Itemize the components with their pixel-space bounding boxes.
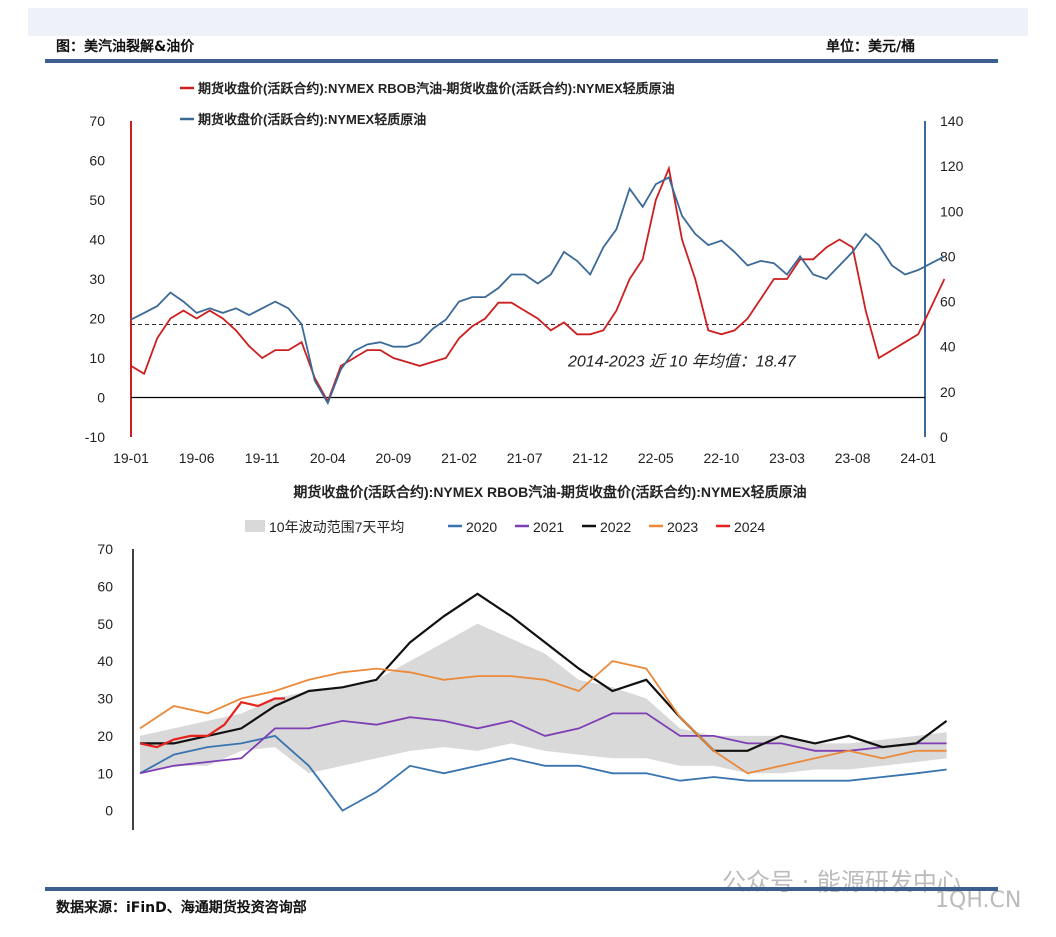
x-tick-label: 19-06 bbox=[179, 450, 215, 466]
y-tick-label: 10 bbox=[97, 765, 113, 781]
right-tick-label: 60 bbox=[940, 294, 956, 310]
x-tick-label: 19-11 bbox=[245, 450, 280, 466]
left-tick-label: 50 bbox=[89, 192, 105, 208]
x-tick-label: 21-07 bbox=[507, 450, 543, 466]
x-tick-label: 23-08 bbox=[835, 450, 871, 466]
y-tick-label: 50 bbox=[97, 616, 113, 632]
bottom-rule bbox=[45, 887, 998, 891]
figure-title: 图：美汽油裂解&油价 bbox=[56, 39, 195, 55]
x-tick-label: 22-10 bbox=[703, 450, 739, 466]
left-tick-label: 60 bbox=[89, 153, 105, 169]
series-wti-line bbox=[130, 176, 945, 406]
legend-label-2024: 2024 bbox=[734, 519, 765, 535]
x-tick-label: 21-12 bbox=[572, 450, 608, 466]
watermark: 公众号 · 能源研发中心 bbox=[722, 868, 961, 896]
series-2022-line bbox=[140, 592, 948, 752]
legend-swatch-band bbox=[245, 520, 265, 532]
y-tick-label: 40 bbox=[97, 653, 113, 669]
x-tick-label: 24-01 bbox=[900, 450, 936, 466]
chart-1: 期货收盘价(活跃合约):NYMEX RBOB汽油-期货收盘价(活跃合约):NYM… bbox=[85, 81, 964, 466]
legend-label-band: 10年波动范围7天平均 bbox=[269, 519, 404, 535]
x-tick-label: 23-03 bbox=[769, 450, 805, 466]
right-tick-label: 0 bbox=[940, 429, 948, 445]
y-tick-label: 70 bbox=[97, 541, 113, 557]
left-tick-label: 10 bbox=[89, 350, 105, 366]
series-2024-line bbox=[139, 697, 286, 749]
legend-label-2023: 2023 bbox=[667, 519, 698, 535]
right-tick-label: 20 bbox=[940, 384, 956, 400]
right-tick-label: 120 bbox=[940, 158, 964, 174]
x-tick-label: 22-05 bbox=[638, 450, 674, 466]
series-crack-line bbox=[130, 165, 946, 404]
legend-label-crack: 期货收盘价(活跃合约):NYMEX RBOB汽油-期货收盘价(活跃合约):NYM… bbox=[198, 81, 675, 96]
series-2020-line bbox=[139, 734, 947, 812]
right-tick-label: 100 bbox=[940, 203, 964, 219]
x-tick-label: 20-04 bbox=[310, 450, 346, 466]
unit-label: 单位：美元/桶 bbox=[826, 39, 916, 55]
left-tick-label: 40 bbox=[89, 232, 105, 248]
legend-label-2022: 2022 bbox=[600, 519, 631, 535]
right-tick-label: 40 bbox=[940, 339, 956, 355]
range-band bbox=[140, 623, 947, 774]
left-tick-label: 70 bbox=[89, 113, 105, 129]
left-tick-label: 20 bbox=[89, 311, 105, 327]
watermark-site: 1QH.CN bbox=[935, 888, 1022, 913]
legend-label-wti: 期货收盘价(活跃合约):NYMEX轻质原油 bbox=[198, 112, 426, 127]
chart-2: 期货收盘价(活跃合约):NYMEX RBOB汽油-期货收盘价(活跃合约):NYM… bbox=[97, 484, 948, 830]
series-2021-line bbox=[139, 712, 947, 775]
reference-label: 2014-2023 近 10 年均值：18.47 bbox=[567, 353, 797, 371]
y-tick-label: 30 bbox=[97, 691, 113, 707]
left-tick-label: 30 bbox=[89, 271, 105, 287]
left-tick-label: 0 bbox=[97, 390, 105, 406]
x-tick-label: 21-02 bbox=[441, 450, 477, 466]
y-tick-label: 60 bbox=[97, 578, 113, 594]
top-band bbox=[28, 8, 1028, 36]
right-tick-label: 80 bbox=[940, 248, 956, 264]
top-rule bbox=[45, 59, 998, 63]
x-tick-label: 19-01 bbox=[113, 450, 149, 466]
right-tick-label: 140 bbox=[940, 113, 964, 129]
y-tick-label: 0 bbox=[105, 803, 113, 819]
series-2023-line bbox=[139, 660, 947, 775]
legend-label-2020: 2020 bbox=[466, 519, 497, 535]
x-tick-label: 20-09 bbox=[375, 450, 411, 466]
chart-title: 期货收盘价(活跃合约):NYMEX RBOB汽油-期货收盘价(活跃合约):NYM… bbox=[293, 484, 806, 500]
left-tick-label: -10 bbox=[85, 429, 105, 445]
data-source: 数据来源：iFinD、海通期货投资咨询部 bbox=[56, 900, 307, 916]
legend-label-2021: 2021 bbox=[533, 519, 564, 535]
y-tick-label: 20 bbox=[97, 728, 113, 744]
